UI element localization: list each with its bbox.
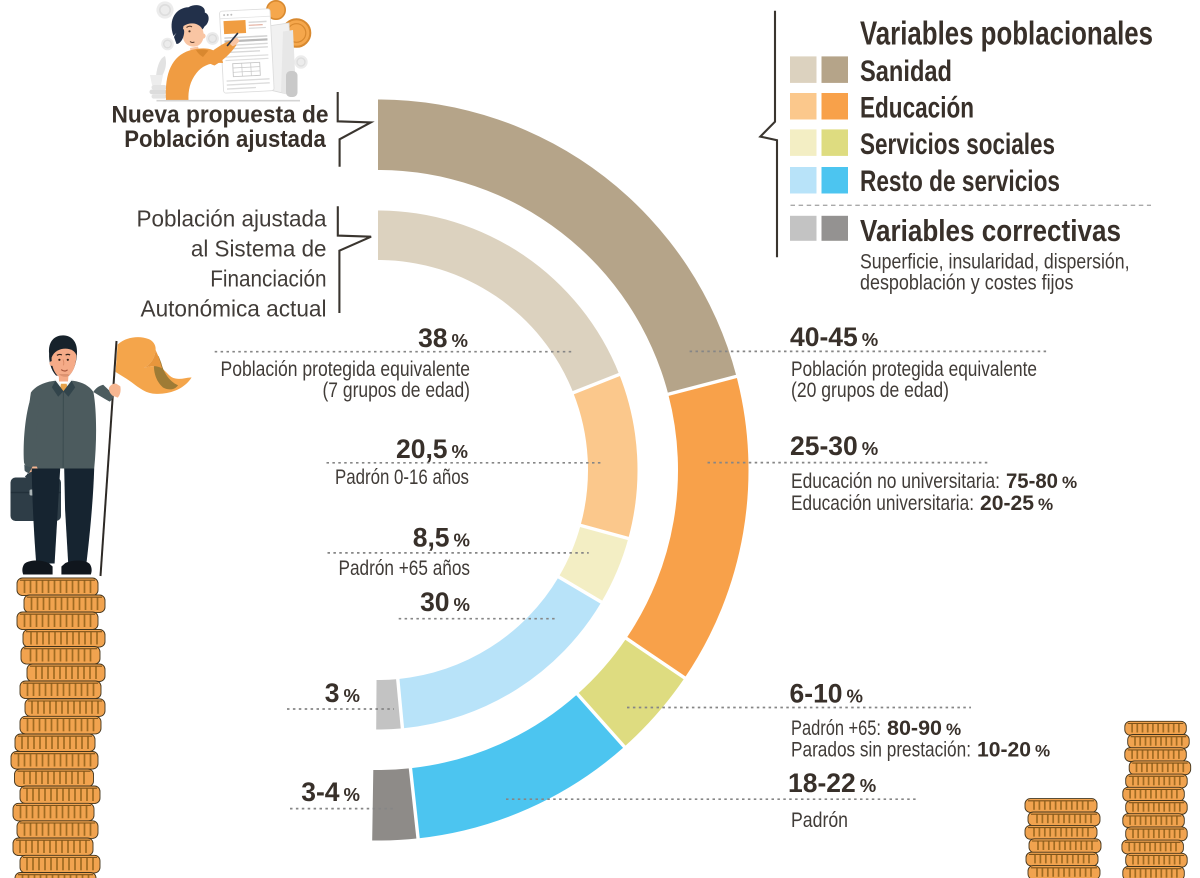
svg-text:(20 grupos de edad): (20 grupos de edad) — [791, 379, 949, 402]
svg-text:Padrón +65:80-90%: Padrón +65: 80-90% — [791, 717, 961, 740]
svg-text:8,5%: 8,5% — [413, 523, 470, 553]
svg-text:Parados sin prestación:10-20%: Parados sin prestación: 10-20% — [791, 739, 1050, 762]
svg-text:Educación no universitaria:75-: Educación no universitaria: 75-80% — [791, 470, 1077, 493]
svg-text:Población protegida equivalent: Población protegida equivalente — [221, 358, 471, 381]
svg-text:Población ajustada: Población ajustada — [137, 206, 328, 232]
svg-text:Padrón 0-16 años: Padrón 0-16 años — [335, 466, 469, 489]
svg-text:Servicios sociales: Servicios sociales — [860, 128, 1055, 161]
svg-text:Autonómica actual: Autonómica actual — [141, 296, 327, 322]
svg-text:Sanidad: Sanidad — [860, 55, 952, 88]
svg-text:despoblación y costes fijos: despoblación y costes fijos — [860, 272, 1074, 295]
svg-text:Variables poblacionales: Variables poblacionales — [860, 16, 1153, 53]
svg-text:Padrón: Padrón — [791, 809, 848, 832]
svg-text:40-45%: 40-45% — [790, 322, 878, 352]
svg-text:Financiación: Financiación — [210, 266, 326, 292]
svg-text:Resto de servicios: Resto de servicios — [860, 165, 1060, 198]
svg-text:al Sistema de: al Sistema de — [191, 236, 327, 262]
svg-text:Educación universitaria:20-25%: Educación universitaria: 20-25% — [791, 492, 1053, 515]
svg-text:Superficie, insularidad, dispe: Superficie, insularidad, dispersión, — [860, 251, 1130, 274]
svg-text:Población protegida equivalent: Población protegida equivalente — [791, 358, 1037, 381]
svg-text:Variables correctivas: Variables correctivas — [860, 213, 1121, 248]
svg-text:Población ajustada: Población ajustada — [124, 126, 326, 153]
svg-text:Padrón +65 años: Padrón +65 años — [339, 557, 471, 580]
svg-text:Educación: Educación — [860, 92, 974, 125]
svg-text:Nueva propuesta de: Nueva propuesta de — [112, 102, 329, 129]
svg-text:(7 grupos de edad): (7 grupos de edad) — [323, 379, 471, 402]
